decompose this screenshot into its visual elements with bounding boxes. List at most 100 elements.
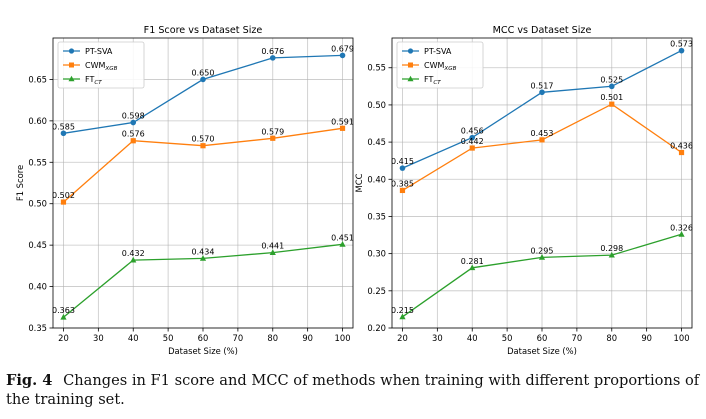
series-CWMXGB: 0.385 0.442 0.453 0.501 0.436 [391, 93, 693, 194]
data-label: 0.442 [461, 137, 484, 146]
x-tick-label: 90 [641, 333, 652, 343]
y-axis-label: MCC [354, 173, 364, 192]
legend: PT-SVA CWMXGB FTCT [396, 41, 484, 89]
x-tick-label: 80 [267, 333, 278, 343]
data-label: 0.453 [531, 129, 554, 138]
data-label: 0.679 [331, 44, 354, 53]
legend-item-PT-SVA: PT-SVA [63, 47, 113, 56]
data-label: 0.441 [261, 242, 284, 251]
data-point [339, 241, 346, 247]
x-tick-label: 80 [606, 333, 617, 343]
legend-item-FTCT: FTCT [63, 75, 102, 86]
legend-label: PT-SVA [424, 47, 452, 56]
legend-item-CWMXGB: CWMXGB [63, 61, 118, 72]
y-tick-label: 0.30 [367, 249, 386, 259]
figure-canvas: 20 30 40 50 60 70 80 90 100 0.35 0.40 0.45 0.50 0.55 0… [15, 25, 693, 356]
y-tick-label: 0.35 [28, 323, 47, 333]
y-tick-label: 0.50 [367, 100, 386, 110]
x-axis-label: Dataset Size (%) [507, 346, 577, 356]
y-tick-label: 0.45 [367, 137, 386, 147]
y-tick-label: 0.60 [28, 116, 47, 126]
data-point [399, 165, 406, 171]
x-tick-label: 100 [674, 333, 690, 343]
x-tick-label: 30 [432, 333, 443, 343]
data-point [608, 251, 615, 258]
y-tick-label: 0.35 [367, 211, 386, 221]
data-point [678, 231, 685, 237]
data-label: 0.579 [261, 127, 284, 136]
data-point [60, 313, 67, 320]
y-tick-label: 0.55 [28, 157, 47, 167]
legend-box [57, 41, 145, 89]
chart-title: MCC vs Dataset Size [493, 25, 592, 36]
data-point [399, 187, 406, 194]
data-label: 0.573 [670, 40, 693, 49]
y-tick-label: 0.50 [28, 199, 47, 209]
data-point [678, 47, 685, 54]
plot-frame [52, 37, 354, 329]
data-point [130, 119, 137, 126]
series-FTCT: 0.363 0.432 0.434 0.441 0.451 [52, 233, 354, 320]
legend-marker [408, 62, 413, 68]
legend-marker [68, 48, 75, 54]
y-tick-label: 0.65 [28, 74, 47, 84]
y-tick-label: 0.20 [367, 323, 386, 333]
data-point [469, 145, 475, 151]
data-point [678, 149, 685, 156]
data-label: 0.363 [52, 306, 75, 315]
x-tick-label: 60 [537, 333, 548, 343]
data-label: 0.451 [331, 233, 354, 242]
data-point [199, 255, 207, 261]
data-label: 0.281 [461, 257, 484, 266]
series-CWMXGB: 0.502 0.576 0.570 0.579 0.591 [52, 117, 354, 205]
data-label: 0.517 [531, 81, 554, 90]
x-tick-label: 100 [335, 333, 351, 343]
chart-panel-2: 20 30 40 50 60 70 80 90 100 0.20 0.25 0.30 0.35 0.40 0… [354, 25, 693, 356]
y-tick-label: 0.40 [28, 282, 47, 292]
x-tick-label: 40 [128, 333, 139, 343]
x-tick-label: 90 [302, 333, 313, 343]
data-label: 0.591 [331, 117, 354, 126]
y-tick-label: 0.25 [367, 286, 386, 296]
legend-item-CWMXGB: CWMXGB [402, 61, 457, 72]
data-label: 0.415 [391, 157, 414, 166]
data-label: 0.456 [461, 127, 484, 136]
legend-label: CWMXGB [424, 61, 457, 72]
data-point [539, 89, 545, 96]
legend-label: CWMXGB [85, 61, 118, 72]
chart-title: F1 Score vs Dataset Size [144, 25, 263, 36]
data-label: 0.436 [670, 142, 693, 151]
y-tick-label: 0.45 [28, 240, 47, 250]
x-tick-label: 50 [502, 333, 513, 343]
data-point [130, 256, 137, 263]
legend-marker [68, 75, 75, 82]
legend-box [396, 41, 484, 89]
data-point [269, 55, 276, 61]
figure-caption: Fig. 4 Changes in F1 score and MCC of me… [6, 371, 702, 409]
chart-panel-1: 20 30 40 50 60 70 80 90 100 0.35 0.40 0.45 0.50 0.55 0… [15, 25, 354, 356]
data-point [200, 76, 206, 83]
data-label: 0.501 [600, 93, 623, 102]
data-label: 0.295 [531, 246, 554, 255]
series-FTCT: 0.215 0.281 0.295 0.298 0.326 [391, 223, 693, 320]
legend-item-FTCT: FTCT [402, 75, 441, 86]
legend: PT-SVA CWMXGB FTCT [57, 41, 145, 89]
data-point [399, 313, 406, 320]
data-point [469, 264, 476, 271]
data-label: 0.598 [122, 112, 145, 121]
legend-marker [407, 48, 414, 54]
data-label: 0.434 [192, 247, 215, 256]
legend-label: FTCT [85, 75, 102, 86]
data-label: 0.525 [600, 75, 623, 84]
data-point [339, 125, 346, 131]
y-tick-label: 0.55 [367, 63, 386, 73]
data-label: 0.385 [391, 179, 414, 188]
data-label: 0.502 [52, 191, 75, 200]
data-point [469, 134, 476, 141]
series-PT-SVA: 0.585 0.598 0.650 0.676 0.679 [52, 44, 354, 137]
x-tick-label: 20 [397, 333, 408, 343]
plot-frame [391, 37, 693, 329]
data-point [60, 130, 67, 137]
data-point [609, 101, 615, 107]
data-point [60, 199, 67, 205]
